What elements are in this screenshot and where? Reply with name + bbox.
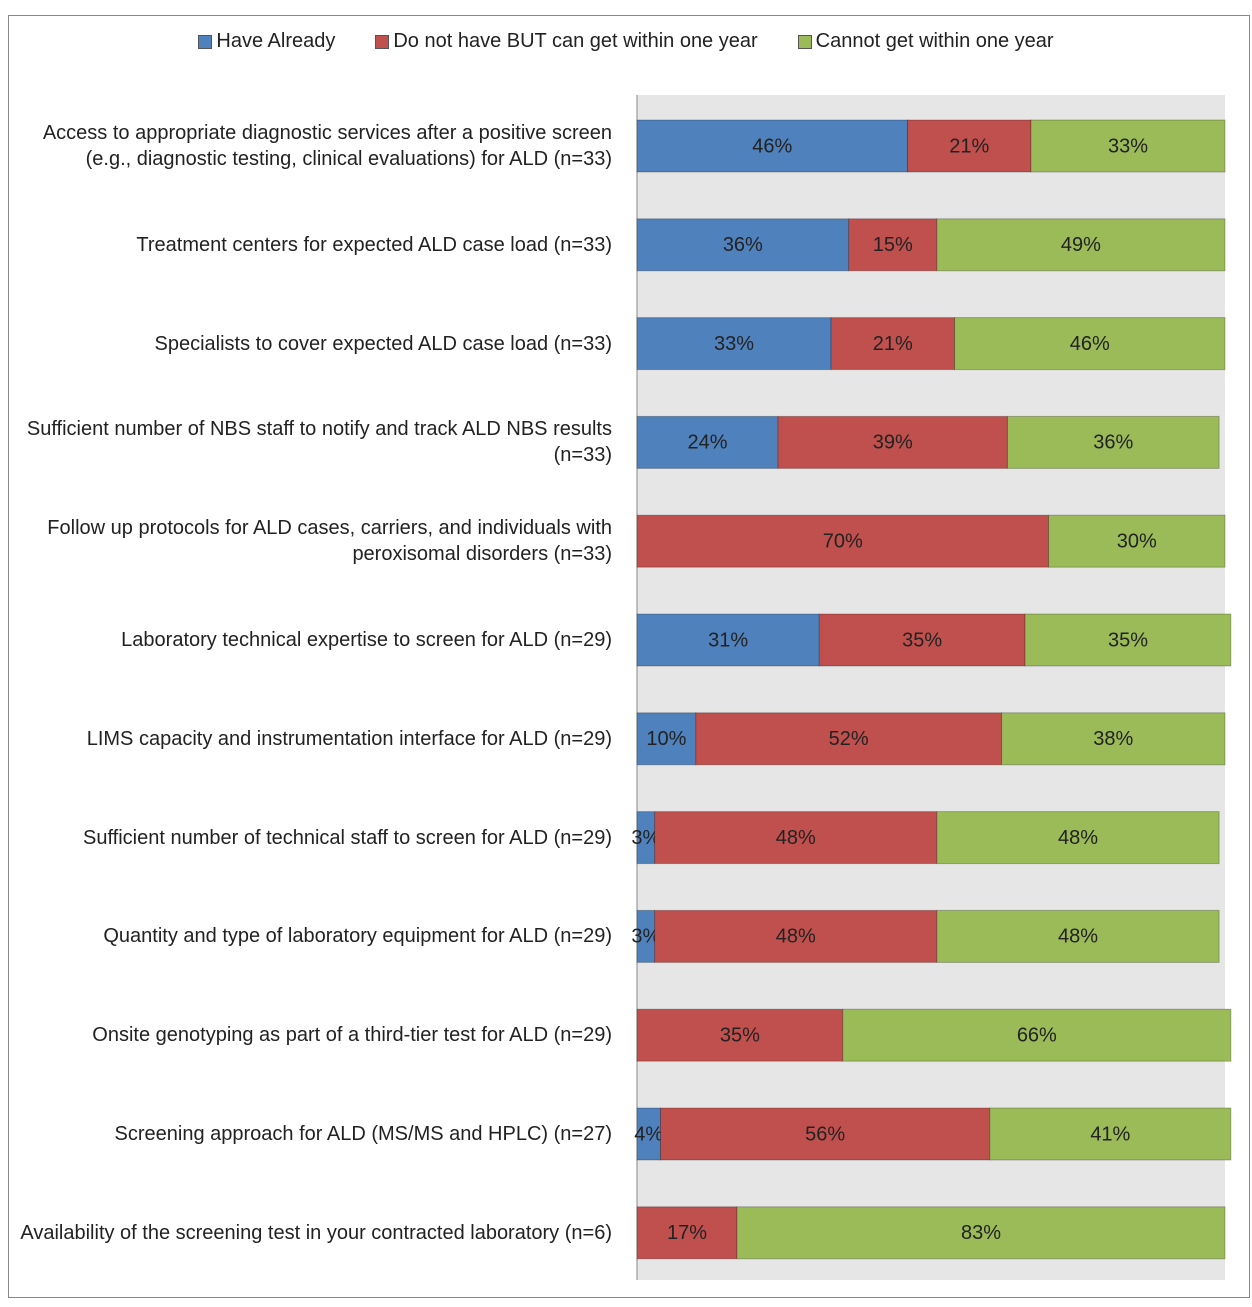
data-label: 3% <box>631 926 660 948</box>
bar-segment <box>636 119 908 173</box>
category-label: LIMS capacity and instrumentation interf… <box>86 727 612 750</box>
bar-segment <box>1006 415 1220 469</box>
data-label: 35% <box>720 1024 760 1046</box>
data-label: 15% <box>873 234 913 256</box>
bar-segment <box>654 811 938 865</box>
data-label: 48% <box>1058 926 1098 948</box>
data-label: 48% <box>1058 827 1098 849</box>
data-label: 24% <box>688 432 728 454</box>
data-label: 49% <box>1061 234 1101 256</box>
bar-segment <box>906 119 1032 173</box>
data-label: 33% <box>714 333 754 355</box>
category-label: Sufficient number of technical staff to … <box>83 826 612 849</box>
data-label: 48% <box>776 827 816 849</box>
data-label: 48% <box>776 926 816 948</box>
data-label: 56% <box>805 1123 845 1145</box>
legend-swatch <box>797 34 812 49</box>
category-label: Treatment centers for expected ALD case … <box>136 233 612 256</box>
data-label: 36% <box>723 234 763 256</box>
legend-label: Have Already <box>216 30 336 52</box>
data-label: 46% <box>752 135 792 157</box>
data-label: 30% <box>1117 530 1157 552</box>
bar-segment <box>989 1107 1232 1161</box>
bar-segment <box>830 317 956 371</box>
category-label: Specialists to cover expected ALD case l… <box>154 332 612 355</box>
data-label: 52% <box>829 728 869 750</box>
data-label: 17% <box>667 1222 707 1244</box>
data-label: 4% <box>634 1123 663 1145</box>
legend-swatch <box>198 34 213 49</box>
category-label: Laboratory technical expertise to screen… <box>121 629 612 651</box>
bar-segment <box>1030 119 1226 173</box>
data-label: 39% <box>873 432 913 454</box>
legend-item: Do not have BUT can get within one year <box>375 30 758 53</box>
data-label: 21% <box>949 135 989 157</box>
legend-item: Have Already <box>198 30 335 53</box>
bar-segment <box>936 909 1220 963</box>
data-label: 70% <box>823 530 863 552</box>
data-label: 46% <box>1070 333 1110 355</box>
legend-label: Do not have BUT can get within one year <box>393 30 758 52</box>
bar-segment <box>848 218 938 272</box>
bar-segment <box>842 1008 1232 1062</box>
category-label: Screening approach for ALD (MS/MS and HP… <box>114 1123 612 1145</box>
legend-item: Cannot get within one year <box>797 30 1054 53</box>
bar-segment <box>660 1107 991 1161</box>
data-label: 35% <box>1108 629 1148 651</box>
data-label: 38% <box>1093 728 1133 750</box>
category-label: Follow up protocols for ALD cases, carri… <box>47 517 612 566</box>
bar-segment <box>636 1008 844 1062</box>
data-label: 31% <box>708 629 748 651</box>
data-label: 36% <box>1093 432 1133 454</box>
data-label: 3% <box>631 827 660 849</box>
legend-label: Cannot get within one year <box>815 30 1054 52</box>
bar-segment <box>936 218 1226 272</box>
data-label: 35% <box>902 629 942 651</box>
bar-segment <box>936 811 1220 865</box>
bar-segment <box>636 514 1050 568</box>
bar-segment <box>636 415 779 469</box>
bar-segment <box>1048 514 1226 568</box>
bar-segment <box>636 218 850 272</box>
plot-background <box>637 95 1225 1280</box>
data-label: 10% <box>646 728 686 750</box>
chart-frame <box>8 15 1250 1298</box>
bar-segment <box>1024 613 1232 667</box>
bar-segment <box>736 1206 1226 1260</box>
bar-segment <box>954 317 1226 371</box>
bar-segment <box>1001 712 1226 766</box>
category-label: Sufficient number of NBS staff to notify… <box>26 418 612 467</box>
data-label: 41% <box>1090 1123 1130 1145</box>
legend-swatch <box>375 34 390 49</box>
bar-segment <box>695 712 1003 766</box>
category-label: Availability of the screening test in yo… <box>20 1221 612 1244</box>
bar-segment <box>636 613 820 667</box>
data-label: 21% <box>873 333 913 355</box>
bar-segment <box>654 909 938 963</box>
category-label: Onsite genotyping as part of a third-tie… <box>92 1024 612 1047</box>
category-label: Quantity and type of laboratory equipmen… <box>103 925 612 948</box>
data-label: 66% <box>1017 1024 1057 1046</box>
category-label: Access to appropriate diagnostic service… <box>42 122 612 170</box>
data-label: 83% <box>961 1222 1001 1244</box>
bar-segment <box>777 415 1008 469</box>
data-label: 33% <box>1108 135 1148 157</box>
bar-segment <box>818 613 1026 667</box>
legend: Have Already Do not have BUT can get with… <box>0 30 1252 53</box>
bar-segment <box>636 1206 738 1260</box>
